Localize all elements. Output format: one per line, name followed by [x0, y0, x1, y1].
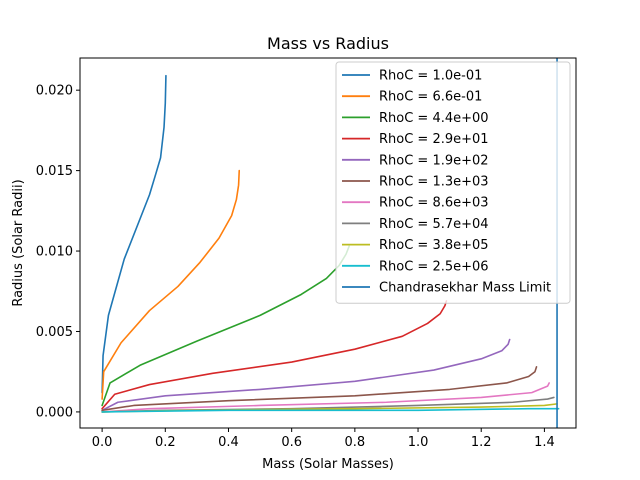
x-tick-label: 0.4	[218, 435, 239, 450]
legend-label: RhoC = 1.3e+03	[379, 175, 489, 190]
chart-title: Mass vs Radius	[267, 34, 389, 53]
y-tick-label: 0.000	[36, 405, 73, 420]
series-line-10	[101, 407, 560, 413]
x-tick-label: 1.2	[471, 435, 492, 450]
legend: RhoC = 1.0e-01 RhoC = 6.6e-01 RhoC = 4.4e+…	[335, 61, 571, 304]
x-tick-label: 1.4	[534, 435, 555, 450]
legend-box	[335, 61, 571, 304]
x-tick-label: 0.2	[155, 435, 176, 450]
legend-label: RhoC = 3.8e+05	[379, 238, 489, 253]
series-layer	[101, 74, 560, 413]
y-tick-label: 0.020	[36, 84, 73, 99]
legend-label: RhoC = 2.9e+01	[379, 132, 489, 147]
x-axis: 0.0 0.2 0.4 0.6 0.8 1.0 1.2 1.4	[92, 428, 555, 450]
x-tick-label: 1.0	[408, 435, 429, 450]
series-line-2	[101, 169, 241, 400]
legend-label: RhoC = 6.6e-01	[379, 90, 482, 105]
x-axis-label: Mass (Solar Masses)	[262, 457, 394, 472]
y-axis: 0.000 0.005 0.010 0.015 0.020	[36, 84, 80, 420]
series-line-4	[101, 300, 448, 410]
y-axis-label: Radius (Solar Radii)	[11, 179, 26, 306]
legend-label: RhoC = 2.5e+06	[379, 259, 489, 274]
x-tick-label: 0.0	[92, 435, 113, 450]
legend-label: RhoC = 4.4e+00	[379, 111, 489, 126]
legend-label: RhoC = 5.7e+04	[379, 217, 489, 232]
legend-label: RhoC = 8.6e+03	[379, 196, 489, 211]
y-tick-label: 0.005	[36, 325, 73, 340]
series-line-7	[101, 382, 550, 413]
legend-label: Chandrasekhar Mass Limit	[379, 281, 551, 296]
series-line-5	[101, 338, 511, 412]
legend-label: RhoC = 1.0e-01	[379, 69, 482, 84]
y-tick-label: 0.015	[36, 164, 73, 179]
x-tick-label: 0.8	[345, 435, 366, 450]
series-line-6	[101, 366, 538, 412]
x-tick-label: 0.6	[281, 435, 302, 450]
plot-frame	[79, 57, 577, 429]
legend-label: RhoC = 1.9e+02	[379, 153, 489, 168]
y-tick-label: 0.010	[36, 245, 73, 260]
series-line-1	[101, 74, 167, 394]
